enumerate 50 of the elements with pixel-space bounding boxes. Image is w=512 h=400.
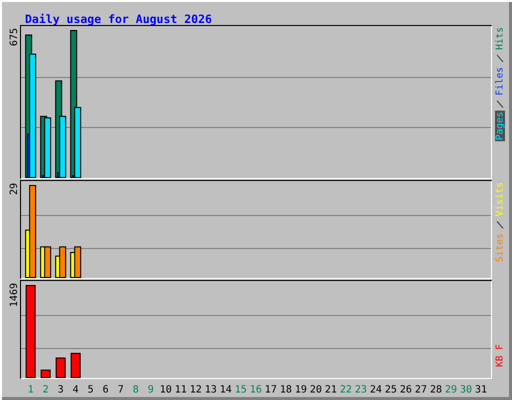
- x-tick-label: 19: [294, 384, 307, 396]
- x-tick-label: 23: [354, 384, 367, 396]
- x-tick-label: 21: [324, 384, 337, 396]
- x-tick-label: 11: [174, 384, 187, 396]
- bar: [44, 117, 52, 178]
- x-tick-label: 10: [160, 384, 172, 396]
- x-tick-label: 15: [234, 384, 247, 396]
- x-tick-label: 28: [430, 384, 442, 396]
- text: Sites: [494, 233, 506, 262]
- chart-title: Daily usage for August 2026: [25, 12, 212, 26]
- x-tick-label: 29: [444, 384, 457, 396]
- text: 1469: [9, 283, 20, 308]
- x-tick-label: 14: [220, 384, 232, 396]
- x-tick-label: 2: [42, 384, 49, 396]
- x-tick-label: 22: [340, 384, 352, 396]
- x-tick-label: 4: [72, 384, 79, 396]
- x-tick-label: 25: [384, 384, 397, 396]
- x-tick-label: 6: [102, 384, 109, 396]
- bar: [56, 358, 66, 378]
- x-tick-label: 13: [204, 384, 217, 396]
- bar: [40, 370, 51, 378]
- x-tick-label: 31: [474, 384, 488, 396]
- x-tick-label: 3: [58, 384, 64, 396]
- bar: [26, 285, 36, 378]
- bar: [44, 246, 52, 278]
- x-tick-label: 24: [370, 384, 382, 396]
- text: Hits: [494, 26, 506, 50]
- x-tick-label: 12: [190, 384, 202, 396]
- bar: [74, 246, 82, 278]
- bar: [29, 185, 36, 278]
- x-tick-label: 1: [28, 384, 34, 396]
- text: Files: [494, 66, 506, 96]
- x-tick-label: 16: [250, 384, 262, 396]
- x-tick-label: 8: [132, 384, 139, 396]
- x-tick-label: 30: [460, 384, 472, 396]
- x-tick-label: 5: [88, 384, 94, 396]
- text: 675: [9, 28, 20, 46]
- text: KB F: [494, 344, 506, 367]
- x-tick-label: 9: [148, 384, 154, 396]
- text: 29: [9, 183, 20, 196]
- text: Visits: [494, 182, 506, 216]
- text: Pages: [494, 112, 506, 140]
- bar: [70, 352, 81, 378]
- x-tick-label: 18: [280, 384, 292, 396]
- bar: [59, 246, 66, 278]
- x-tick-label: 27: [414, 384, 427, 396]
- x-tick-label: 17: [264, 384, 277, 396]
- x-tick-label: 26: [400, 384, 412, 396]
- x-tick-label: 20: [310, 384, 322, 396]
- x-tick-label: 7: [118, 384, 124, 396]
